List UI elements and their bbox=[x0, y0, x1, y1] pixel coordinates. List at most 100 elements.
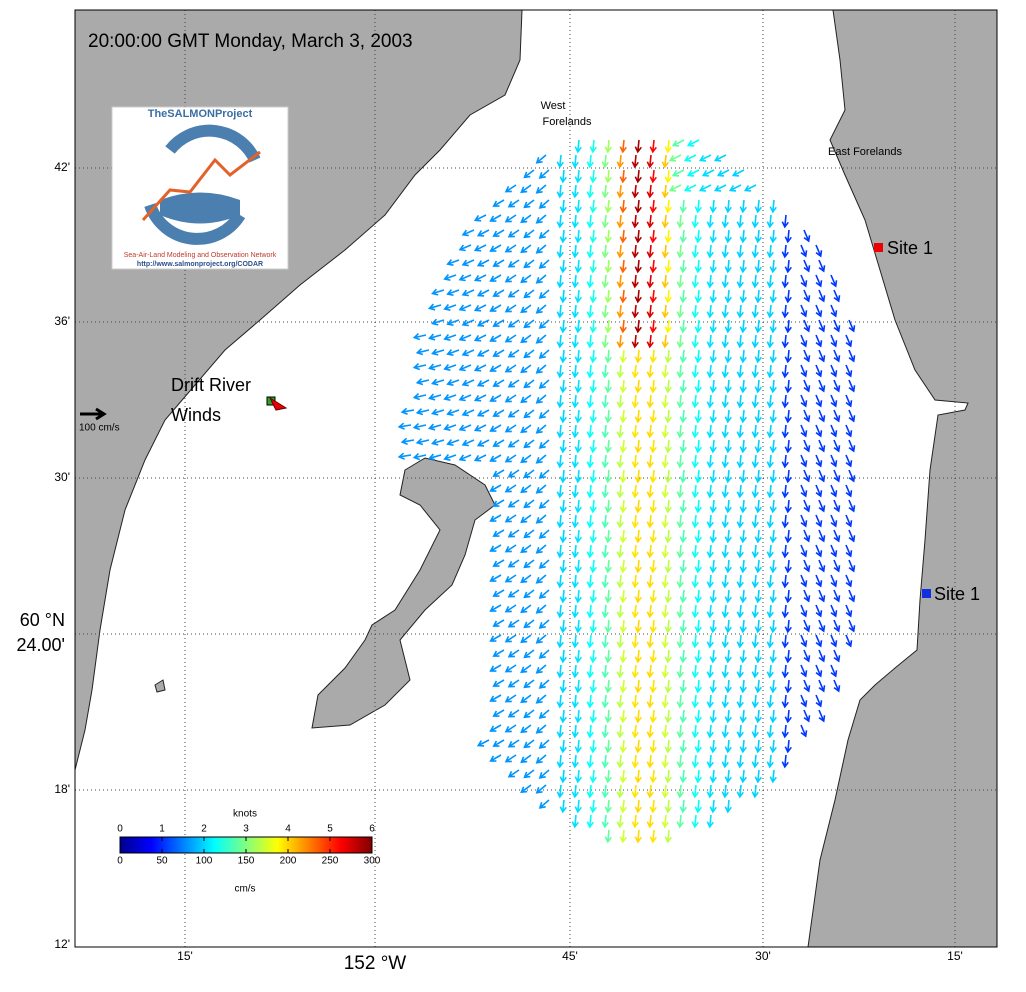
current-arrow bbox=[649, 409, 657, 424]
current-arrow bbox=[634, 619, 642, 634]
current-arrow bbox=[571, 394, 579, 409]
current-arrow bbox=[691, 544, 699, 559]
colorbar-tick-label: 0 bbox=[117, 824, 123, 835]
current-arrow bbox=[803, 529, 811, 543]
current-arrow bbox=[523, 379, 535, 389]
current-arrow bbox=[604, 199, 612, 214]
current-arrow bbox=[803, 379, 811, 393]
current-arrow bbox=[476, 379, 490, 387]
current-arrow bbox=[476, 319, 490, 327]
current-arrow bbox=[631, 154, 639, 169]
current-arrow bbox=[431, 318, 445, 326]
current-arrow bbox=[781, 484, 789, 499]
current-arrow bbox=[713, 154, 727, 162]
current-arrow bbox=[709, 469, 717, 484]
current-arrow bbox=[492, 349, 505, 357]
current-arrow bbox=[691, 214, 699, 229]
current-arrow bbox=[686, 139, 700, 147]
current-arrow bbox=[724, 379, 732, 394]
current-arrow bbox=[489, 394, 502, 402]
current-arrow bbox=[535, 604, 547, 614]
current-arrow bbox=[676, 214, 684, 229]
current-arrow bbox=[520, 604, 532, 614]
current-arrow bbox=[784, 439, 792, 454]
current-arrow bbox=[586, 334, 594, 349]
current-arrow bbox=[679, 739, 687, 754]
current-arrow bbox=[754, 349, 762, 364]
current-arrow bbox=[649, 679, 657, 694]
current-arrow bbox=[535, 664, 547, 674]
colorbar: knots cm/s 0 1 2 3 4 5 6 0 50 100 150 200 250 300 bbox=[117, 809, 381, 895]
current-arrow bbox=[803, 259, 811, 273]
current-arrow bbox=[489, 274, 502, 282]
current-arrow bbox=[604, 319, 612, 334]
current-arrow bbox=[800, 484, 808, 498]
current-arrow bbox=[784, 619, 792, 634]
current-arrow bbox=[706, 814, 714, 829]
current-arrow bbox=[538, 739, 550, 749]
current-arrow bbox=[559, 229, 567, 244]
current-arrow bbox=[694, 319, 702, 334]
current-arrow bbox=[754, 529, 762, 544]
current-arrow bbox=[818, 409, 826, 423]
current-arrow bbox=[586, 424, 594, 439]
current-arrow bbox=[661, 154, 669, 169]
current-arrow bbox=[574, 619, 582, 634]
current-arrow bbox=[616, 604, 624, 619]
current-arrow bbox=[676, 574, 684, 589]
current-arrow bbox=[473, 214, 487, 222]
current-field bbox=[397, 139, 856, 844]
current-arrow bbox=[815, 484, 823, 498]
current-arrow bbox=[706, 634, 714, 649]
current-arrow bbox=[754, 769, 762, 784]
current-arrow bbox=[769, 319, 777, 334]
current-arrow bbox=[649, 769, 657, 784]
current-arrow bbox=[830, 454, 838, 468]
current-arrow bbox=[571, 334, 579, 349]
colorbar-tick-label: 250 bbox=[322, 856, 339, 867]
current-arrow bbox=[709, 679, 717, 694]
current-arrow bbox=[676, 514, 684, 529]
current-arrow bbox=[446, 349, 460, 356]
current-arrow bbox=[571, 754, 579, 769]
current-arrow bbox=[646, 694, 654, 709]
current-arrow bbox=[661, 484, 669, 499]
current-arrow bbox=[833, 469, 841, 483]
logo-line bbox=[141, 150, 261, 222]
current-arrow bbox=[676, 754, 684, 769]
current-arrow bbox=[646, 724, 654, 739]
current-arrow bbox=[559, 649, 567, 664]
current-arrow bbox=[589, 409, 597, 424]
current-arrow bbox=[724, 559, 732, 574]
current-arrow bbox=[664, 769, 672, 784]
current-arrow bbox=[458, 274, 472, 282]
current-arrow bbox=[649, 799, 657, 814]
current-arrow bbox=[754, 619, 762, 634]
current-arrow bbox=[649, 259, 657, 274]
current-arrow bbox=[818, 679, 826, 693]
current-arrow bbox=[833, 499, 841, 513]
current-arrow bbox=[706, 694, 714, 709]
current-arrow bbox=[784, 379, 792, 394]
current-arrow bbox=[830, 484, 838, 498]
current-arrow bbox=[604, 559, 612, 574]
place-label: Forelands bbox=[543, 116, 592, 128]
current-arrow bbox=[574, 739, 582, 754]
current-arrow bbox=[504, 274, 517, 283]
current-arrow bbox=[766, 604, 774, 619]
current-arrow bbox=[559, 769, 567, 784]
current-arrow bbox=[520, 634, 532, 644]
current-arrow bbox=[556, 694, 564, 709]
current-arrow bbox=[586, 514, 594, 529]
current-arrow bbox=[604, 259, 612, 274]
current-arrow bbox=[664, 649, 672, 664]
current-arrow bbox=[739, 229, 747, 244]
current-arrow bbox=[589, 559, 597, 574]
current-arrow bbox=[724, 679, 732, 694]
current-arrow bbox=[520, 394, 532, 404]
current-arrow bbox=[769, 649, 777, 664]
current-arrow bbox=[601, 214, 609, 229]
current-arrow bbox=[619, 259, 627, 274]
current-arrow bbox=[631, 184, 639, 199]
current-arrow bbox=[848, 409, 856, 423]
